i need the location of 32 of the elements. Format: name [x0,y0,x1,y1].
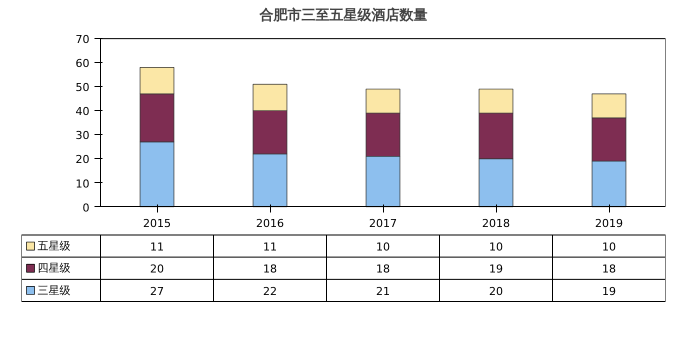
data-label: 20 [489,284,503,298]
data-label: 19 [489,262,503,276]
x-tick-label: 2017 [369,216,398,230]
legend-label: 五星级 [38,240,70,253]
data-label: 10 [489,240,503,254]
y-tick-label: 0 [82,201,90,214]
chart-title: 合肥市三至五星级酒店数量 [258,6,428,24]
data-label: 18 [263,262,277,276]
x-tick-label: 2019 [595,216,624,230]
data-label: 21 [376,284,390,298]
x-tick-label: 2016 [256,216,284,230]
data-label: 18 [602,262,616,276]
y-tick-label: 20 [76,153,90,166]
data-label: 27 [150,284,164,298]
legend-label: 三星级 [38,284,70,297]
y-tick-label: 40 [76,105,90,118]
y-tick-label: 60 [76,57,90,70]
data-label: 19 [602,284,616,298]
y-tick-label: 10 [76,177,90,190]
data-label: 11 [263,240,277,254]
data-label: 11 [150,240,164,254]
data-label: 10 [376,240,390,254]
legend-label: 四星级 [38,262,70,275]
data-label: 18 [376,262,390,276]
x-tick-label: 2018 [482,216,510,230]
y-tick-label: 70 [76,33,90,46]
data-label: 22 [263,284,277,298]
x-tick-label: 2015 [143,216,172,230]
data-label: 20 [150,262,164,276]
data-label: 10 [602,240,616,254]
y-tick-label: 50 [76,81,90,94]
y-tick-label: 30 [76,129,90,142]
